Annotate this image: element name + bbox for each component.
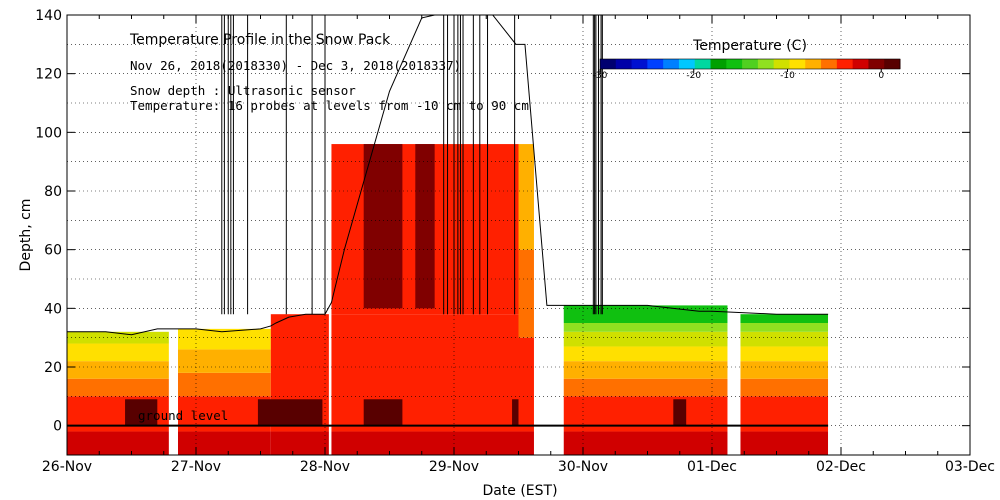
colorbar-title: Temperature (C) [692,38,807,54]
colorbar-swatch [615,59,633,69]
temperature-band [67,343,169,362]
colorbar-swatch [647,59,664,69]
colorbar-swatch [742,59,759,69]
colorbar-swatch [694,59,712,69]
chart-title: Temperature Profile in the Snow Pack [129,32,391,48]
temperature-band [563,331,728,347]
warm-column [363,144,403,309]
temperature-band [563,431,728,455]
temperature-band [563,305,728,323]
y-tick-label: 120 [35,67,62,83]
colorbar-swatch [663,59,680,69]
data-gap [168,15,178,455]
colorbar-tick-label: -10 [780,71,795,81]
temperature-band [177,349,271,373]
colorbar-frame [599,58,901,70]
snow-depth-line [67,14,829,336]
colorbar-swatch [805,59,822,69]
warm-column [415,144,435,309]
temperature-band [563,361,728,379]
temperature-band [518,144,534,250]
x-tick-label: 02-Dec [816,459,866,475]
colorbar-tick-label: -20 [686,71,701,81]
colorbar: Temperature (C) -30 -20 -10 0 [593,38,901,81]
temperature-band [740,361,829,379]
temperature-band [740,346,829,362]
temperature-band [177,328,271,350]
cold-pocket [363,399,403,426]
colorbar-swatch [757,59,775,69]
colorbar-swatch [852,59,869,69]
x-axis-label: Date (EST) [482,483,557,499]
chart-note-temperature: Temperature: 16 probes at levels from -1… [130,98,529,113]
colorbar-swatch [836,59,854,69]
x-tick-label: 03-Dec [945,459,995,475]
chart-date-range: Nov 26, 2018(2018330) - Dec 3, 2018(2018… [130,58,461,73]
temperature-band [740,431,829,455]
y-tick-label: 140 [35,8,62,24]
y-tick-label: 100 [35,125,62,141]
colorbar-swatch [600,59,617,69]
cold-pocket [673,399,687,426]
temperature-band [67,361,169,379]
cold-pocket [512,399,519,426]
temperature-band [67,431,169,455]
x-tick-label: 27-Nov [171,459,221,475]
temperature-band [740,378,829,397]
y-tick-label: 40 [44,301,62,317]
temperature-band [67,331,169,344]
cold-pocket [257,399,323,426]
temperature-band [177,372,271,397]
data-gaps [168,15,970,455]
y-tick-label: 0 [53,419,62,435]
colorbar-swatch [726,59,743,69]
y-tick-label: 20 [44,360,62,376]
temperature-band [270,431,329,455]
x-tick-label: 28-Nov [300,459,350,475]
temperature-band [518,249,534,338]
chart-note-depth: Snow depth : Ultrasonic sensor [130,83,356,98]
colorbar-swatch [678,59,696,69]
temperature-band [177,431,271,455]
ground-level-label: ground level [138,408,228,423]
colorbar-swatch [710,59,727,69]
data-gap [828,15,970,455]
temperature-band [331,431,519,455]
temperature-band [67,378,169,397]
data-gap [533,15,564,455]
x-tick-label: 01-Dec [687,459,737,475]
colorbar-swatch [773,59,790,69]
temperature-band [740,314,829,323]
snow-depth-trace [67,14,829,336]
colorbar-tick-label: 0 [878,71,884,81]
x-tick-label: 30-Nov [558,459,608,475]
temperature-band [563,346,728,362]
y-tick-label: 60 [44,243,62,259]
colorbar-swatch [884,59,901,69]
colorbar-swatch [821,59,838,69]
x-tick-label: 26-Nov [42,459,92,475]
temperature-band [740,331,829,347]
temperature-band [563,323,728,332]
colorbar-swatch [789,59,806,69]
temperature-band [518,431,534,455]
temperature-band [740,323,829,332]
y-tick-label: 80 [44,184,62,200]
colorbar-tick-label: -30 [593,71,608,81]
colorbar-swatch [868,59,885,69]
temperature-band [518,337,534,432]
temperature-band [331,314,519,432]
sensor-spikes [221,15,603,315]
temperature-band [563,378,728,397]
colorbar-swatch [631,59,648,69]
cold-pocket [125,399,158,426]
x-tick-label: 29-Nov [429,459,479,475]
data-gap [727,15,741,455]
y-axis-label: Depth, cm [18,199,34,272]
axes: 26-Nov 27-Nov 28-Nov 29-Nov 30-Nov 01-Dec 02-D… [35,8,995,475]
